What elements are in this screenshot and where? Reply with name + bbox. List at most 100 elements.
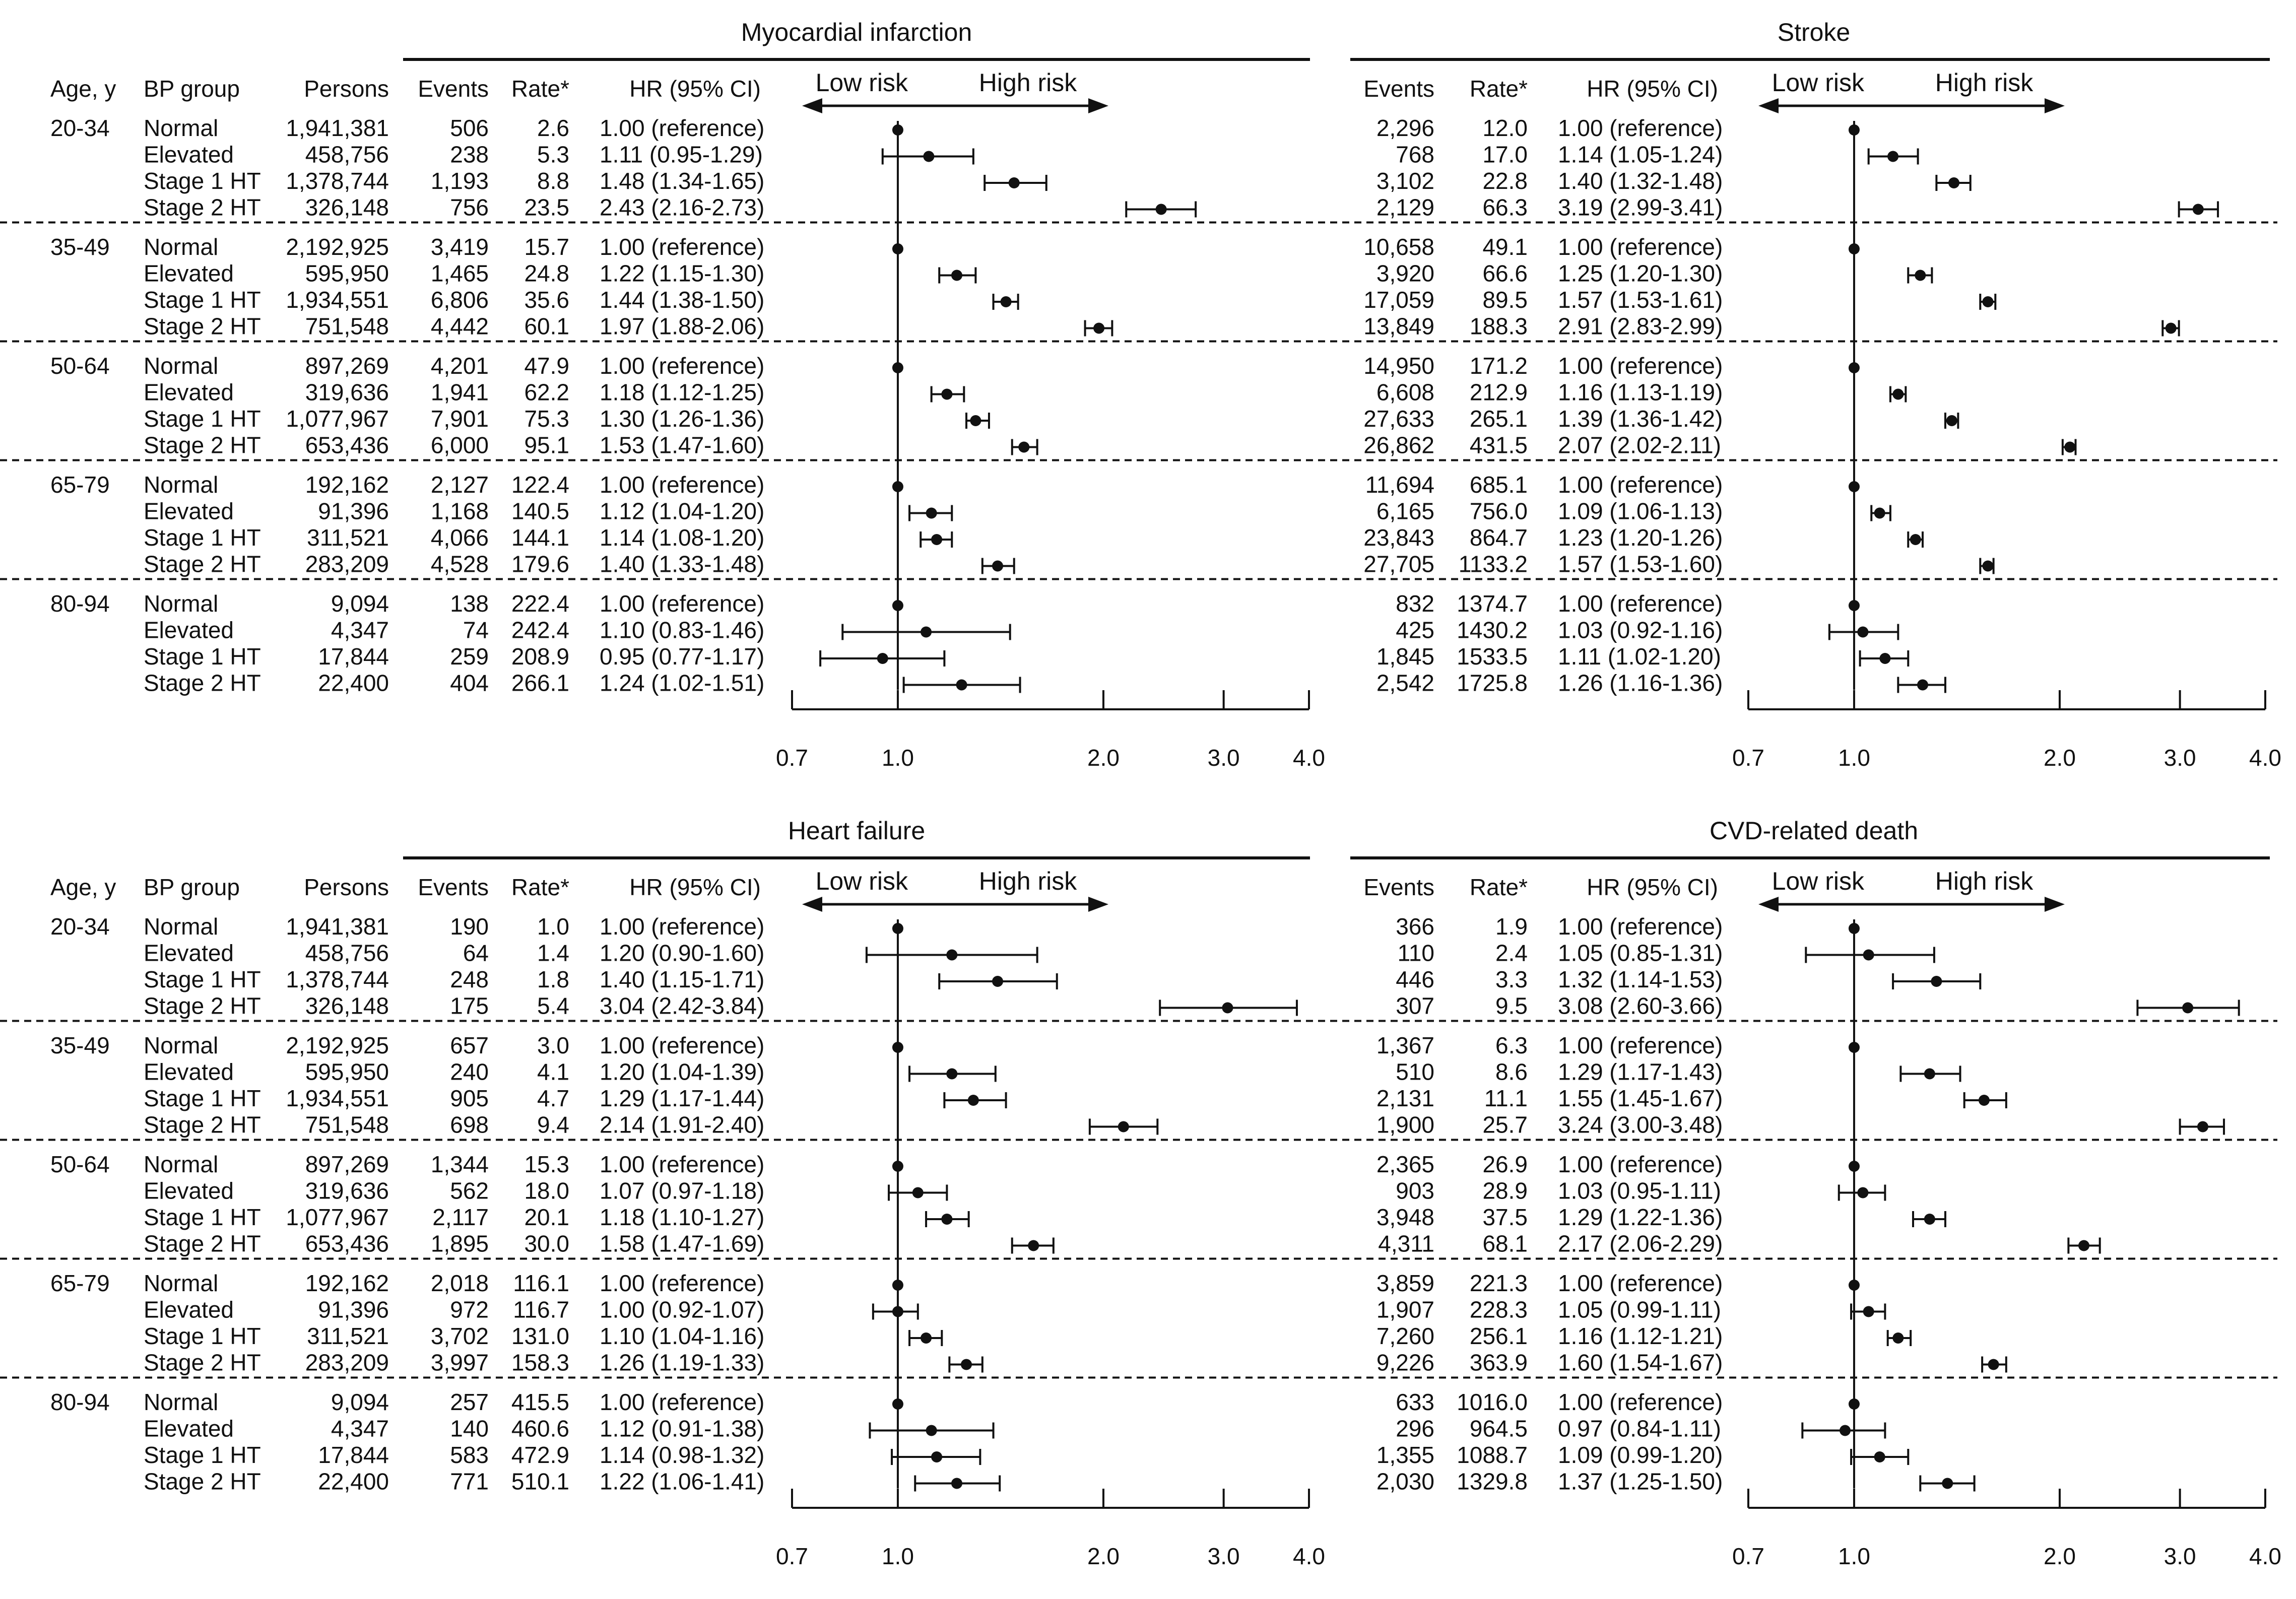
- events-value: 366: [1396, 913, 1434, 940]
- rate-value: 1329.8: [1457, 1469, 1528, 1495]
- rate-value: 472.9: [511, 1442, 569, 1468]
- rate-value: 256.1: [1470, 1323, 1528, 1349]
- x-tick-label: 0.7: [1732, 745, 1764, 771]
- bp-group-label: Elevated: [144, 498, 234, 524]
- persons-value: 2,192,925: [286, 1032, 389, 1058]
- bp-group-label: Stage 2 HT: [144, 313, 261, 340]
- bp-group-label: Elevated: [144, 142, 234, 168]
- rate-value: 212.9: [1470, 379, 1528, 406]
- events-value: 832: [1396, 590, 1434, 617]
- rate-value: 1088.7: [1457, 1442, 1528, 1468]
- rate-value: 18.0: [524, 1178, 569, 1204]
- rate-value: 89.5: [1482, 287, 1528, 313]
- persons-value: 2,192,925: [286, 234, 389, 260]
- hr-point: [946, 949, 958, 961]
- events-value: 17,059: [1363, 287, 1434, 313]
- hr-point: [2197, 1121, 2208, 1132]
- persons-value: 1,378,744: [286, 966, 389, 992]
- hr-point: [951, 270, 963, 281]
- events-value: 1,895: [431, 1231, 489, 1257]
- chart-title: CVD-related death: [1710, 817, 1918, 845]
- events-value: 2,018: [431, 1270, 489, 1296]
- rate-value: 208.9: [511, 643, 569, 670]
- rate-value: 9.4: [537, 1112, 569, 1138]
- hr-ci-value: 1.05 (0.85-1.31): [1558, 940, 1723, 966]
- events-value: 7,901: [431, 406, 489, 432]
- rate-value: 363.9: [1470, 1350, 1528, 1376]
- rate-value: 49.1: [1482, 234, 1528, 260]
- bp-group-label: Normal: [144, 234, 218, 260]
- hr-ci-value: 1.40 (1.32-1.48): [1558, 168, 1723, 194]
- rate-value: 1016.0: [1457, 1389, 1528, 1415]
- age-group-label: 35-49: [50, 234, 110, 260]
- events-value: 404: [450, 670, 489, 696]
- events-value: 3,920: [1376, 260, 1434, 287]
- high-risk-label: High risk: [1935, 69, 2033, 97]
- rate-value: 122.4: [511, 472, 569, 498]
- hr-point: [951, 1478, 963, 1489]
- bp-group-label: Stage 2 HT: [144, 194, 261, 221]
- hr-ci-value: 1.20 (1.04-1.39): [600, 1059, 764, 1085]
- hr-ci-value: 1.00 (reference): [1558, 115, 1723, 141]
- rate-value: 62.2: [524, 379, 569, 406]
- events-value: 6,608: [1376, 379, 1434, 406]
- rate-value: 266.1: [511, 670, 569, 696]
- bp-group-label: Stage 2 HT: [144, 432, 261, 458]
- persons-value: 897,269: [305, 1151, 389, 1177]
- events-value: 27,633: [1363, 406, 1434, 432]
- x-tick-label: 2.0: [1087, 745, 1120, 771]
- events-value: 425: [1396, 617, 1434, 643]
- rate-value: 17.0: [1482, 142, 1528, 168]
- hr-point: [1887, 151, 1899, 162]
- events-value: 13,849: [1363, 313, 1434, 340]
- rate-value: 11.1: [1484, 1085, 1528, 1111]
- hr-point: [1118, 1121, 1129, 1132]
- events-value: 2,127: [431, 472, 489, 498]
- hr-ci-value: 1.55 (1.45-1.67): [1558, 1085, 1723, 1111]
- hr-point: [1982, 296, 1994, 307]
- bp-group-label: Stage 2 HT: [144, 670, 261, 696]
- hr-ci-value: 1.14 (0.98-1.32): [600, 1442, 764, 1468]
- rate-value: 37.5: [1482, 1204, 1528, 1230]
- bp-group-label: Stage 1 HT: [144, 1204, 261, 1230]
- persons-value: 1,934,551: [286, 287, 389, 313]
- rate-value: 25.7: [1482, 1112, 1528, 1138]
- bp-group-label: Stage 1 HT: [144, 287, 261, 313]
- persons-value: 17,844: [318, 1442, 389, 1468]
- persons-value: 595,950: [305, 260, 389, 287]
- rate-value: 964.5: [1470, 1416, 1528, 1442]
- rate-value: 242.4: [511, 617, 569, 643]
- events-value: 175: [450, 993, 489, 1019]
- hr-point: [1863, 1306, 1874, 1317]
- persons-value: 458,756: [305, 940, 389, 966]
- hr-point: [1028, 1240, 1039, 1251]
- persons-value: 319,636: [305, 1178, 389, 1204]
- rate-value: 6.3: [1495, 1032, 1528, 1058]
- header-events: Events: [418, 76, 489, 102]
- persons-value: 326,148: [305, 194, 389, 221]
- hr-ci-value: 1.18 (1.10-1.27): [600, 1204, 764, 1230]
- events-value: 3,859: [1376, 1270, 1434, 1296]
- rate-value: 60.1: [524, 313, 569, 340]
- bp-group-label: Stage 2 HT: [144, 1350, 261, 1376]
- hr-ci-value: 1.12 (0.91-1.38): [600, 1416, 764, 1442]
- rate-value: 460.6: [511, 1416, 569, 1442]
- rate-value: 431.5: [1470, 432, 1528, 458]
- hr-ci-value: 3.24 (3.00-3.48): [1558, 1112, 1723, 1138]
- rate-value: 24.8: [524, 260, 569, 287]
- rate-value: 26.9: [1482, 1151, 1528, 1177]
- rate-value: 756.0: [1470, 498, 1528, 524]
- hr-point: [921, 626, 932, 638]
- rate-value: 3.3: [1495, 966, 1528, 992]
- hr-point: [1840, 1425, 1851, 1436]
- events-value: 74: [463, 617, 489, 643]
- header-events: Events: [418, 874, 489, 900]
- hr-ci-value: 1.26 (1.19-1.33): [600, 1350, 764, 1376]
- hr-point: [1879, 653, 1891, 664]
- chart-title: Heart failure: [788, 817, 925, 845]
- rate-value: 158.3: [511, 1350, 569, 1376]
- hr-ci-value: 1.00 (reference): [1558, 234, 1723, 260]
- rate-value: 8.8: [537, 168, 569, 194]
- panel-row-1: Myocardial infarction Stroke Age, y BP grou…: [0, 18, 2281, 771]
- hr-ci-value: 1.32 (1.14-1.53): [1558, 966, 1723, 992]
